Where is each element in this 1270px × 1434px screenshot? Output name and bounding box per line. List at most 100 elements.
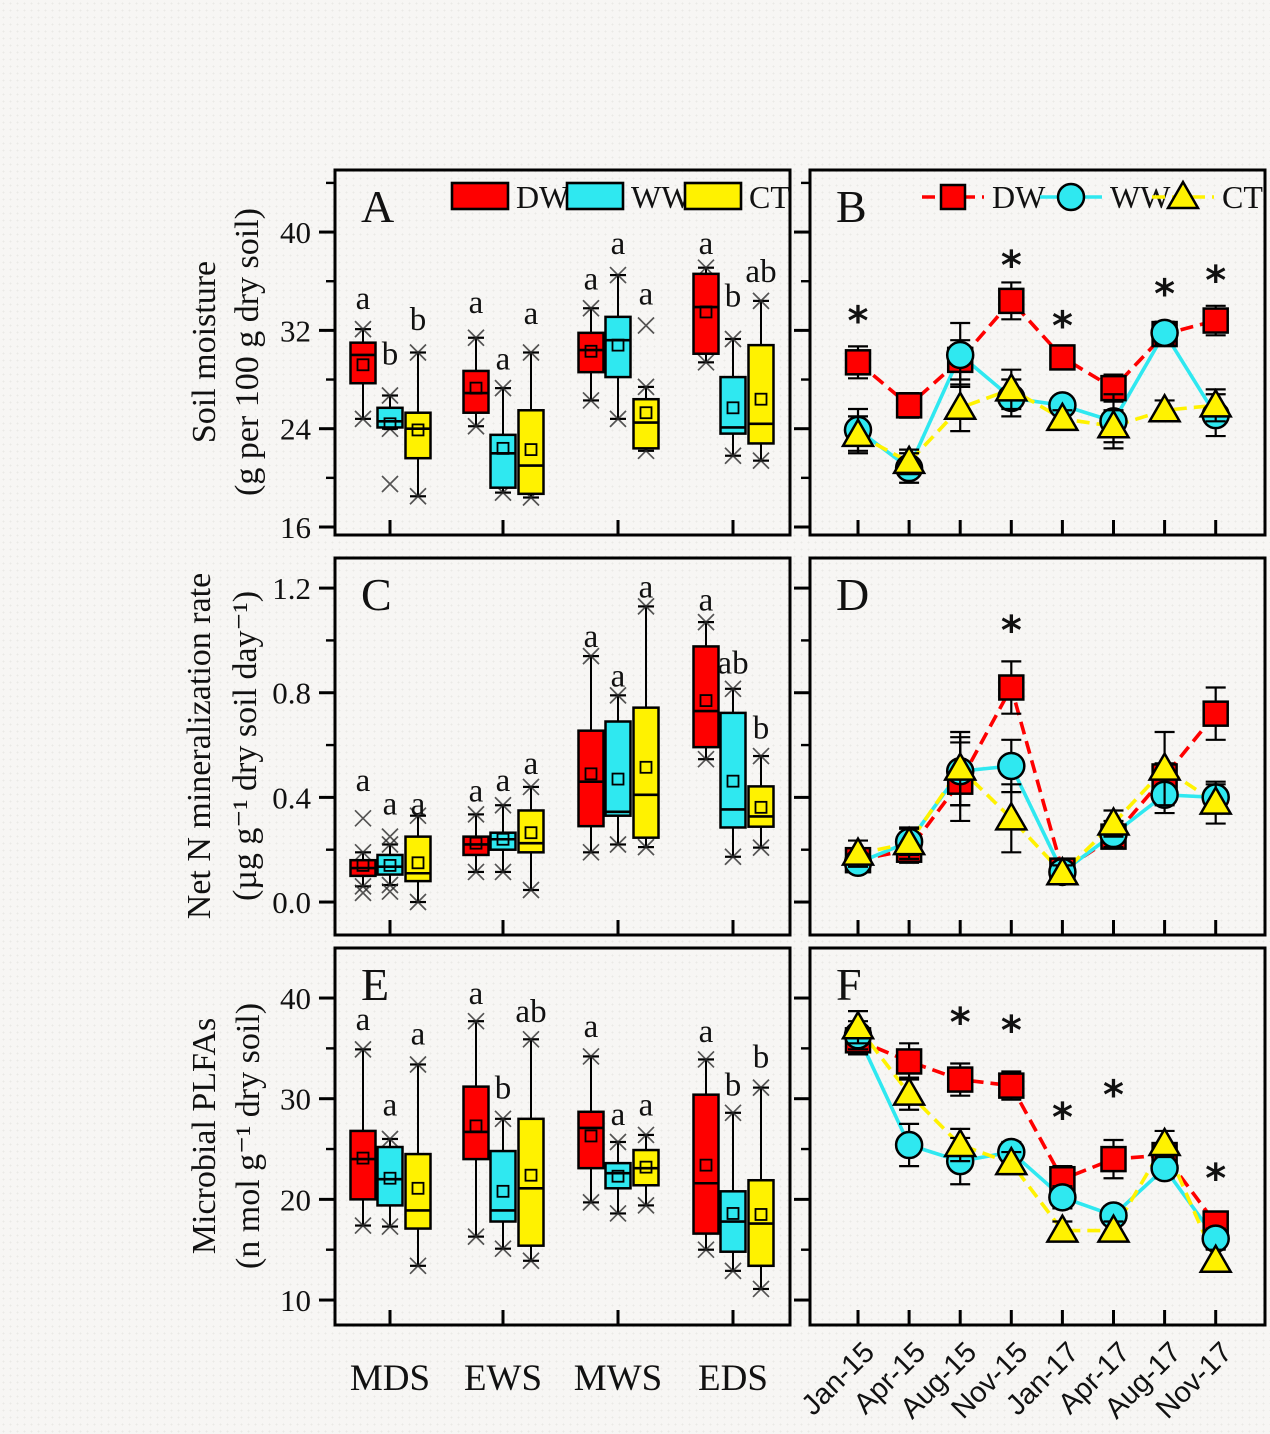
whisker-x-mark bbox=[697, 1241, 715, 1259]
y-axis-title-row3-line2: (n mol g⁻¹ dry soil) bbox=[230, 1002, 267, 1270]
whisker-x-mark bbox=[724, 447, 742, 465]
whisker-x-mark bbox=[752, 747, 770, 765]
triangle-marker-CT bbox=[943, 390, 978, 421]
triangle-marker-CT bbox=[1096, 1213, 1131, 1243]
boxplot-EDS-DW: a bbox=[692, 226, 720, 371]
whisker-x-mark bbox=[467, 863, 485, 881]
mean-marker bbox=[356, 358, 370, 372]
sig-letter: a bbox=[639, 276, 654, 312]
whisker-x-mark bbox=[522, 1252, 540, 1270]
mean-marker bbox=[726, 774, 740, 788]
whisker-x-mark bbox=[609, 686, 627, 704]
boxplot-EWS-CT: a bbox=[517, 296, 545, 507]
mean-marker bbox=[524, 1168, 538, 1182]
whisker-x-mark bbox=[354, 410, 372, 428]
sig-letter: a bbox=[699, 1014, 714, 1050]
mean-marker bbox=[469, 1119, 483, 1133]
whisker-x-mark bbox=[697, 353, 715, 371]
whisker-x-mark bbox=[582, 843, 600, 861]
boxplot-EWS-DW: a bbox=[462, 976, 490, 1246]
mean-marker bbox=[726, 401, 740, 415]
panel-letter-C: C bbox=[361, 569, 392, 620]
y-axis-title-row2-line2: (µg g⁻¹ dry soil day⁻¹) bbox=[227, 590, 264, 902]
mean-marker bbox=[611, 772, 625, 786]
y-tick-label: 24 bbox=[280, 412, 312, 447]
boxplot-MWS-CT: a bbox=[632, 1088, 660, 1215]
sig-letter: b bbox=[753, 711, 770, 747]
y-tick-label: 30 bbox=[280, 1082, 311, 1117]
box-iqr bbox=[349, 341, 377, 385]
whisker-x-mark bbox=[609, 1204, 627, 1223]
boxplot-MWS-CT: a bbox=[632, 276, 660, 460]
whisker-x-mark bbox=[752, 292, 770, 310]
significance-star: * bbox=[1205, 1156, 1226, 1202]
y-tick-label: 16 bbox=[280, 510, 311, 545]
circle-marker-WW bbox=[1048, 1183, 1077, 1212]
mean-marker bbox=[469, 381, 483, 395]
box-iqr bbox=[604, 1161, 632, 1190]
mean-marker bbox=[699, 305, 713, 319]
whisker-x-mark bbox=[609, 835, 627, 854]
significance-star: * bbox=[1052, 303, 1073, 349]
triangle-marker-CT bbox=[1198, 387, 1233, 418]
triangle-marker-CT bbox=[943, 751, 978, 781]
triangle-marker-CT bbox=[1147, 1126, 1182, 1157]
x-category-label: MDS bbox=[350, 1358, 430, 1399]
mean-marker bbox=[383, 417, 397, 431]
sig-letter: b bbox=[725, 279, 742, 315]
sig-letter: a bbox=[356, 763, 371, 799]
boxplot-EDS-CT: ab bbox=[745, 254, 777, 470]
square-marker-DW bbox=[1100, 1145, 1127, 1173]
y-tick-label: 0.4 bbox=[272, 780, 311, 815]
boxplot-EDS-DW: a bbox=[692, 583, 720, 768]
whisker-x-mark bbox=[381, 835, 399, 854]
whisker-x-mark bbox=[354, 1040, 372, 1058]
sig-letter: a bbox=[524, 746, 539, 782]
whisker-x-mark bbox=[494, 1240, 512, 1258]
boxplot-MDS-DW: a bbox=[349, 763, 377, 902]
whisker-x-mark bbox=[522, 881, 540, 899]
triangle-marker-CT bbox=[891, 444, 927, 475]
whisker-x-mark bbox=[494, 379, 512, 397]
legend-label-DW: DW bbox=[516, 179, 570, 215]
boxplot-EWS-WW: b bbox=[489, 1071, 517, 1258]
box-group-EDS: abb bbox=[692, 1014, 775, 1298]
legend-marker-CT bbox=[1165, 179, 1201, 210]
whisker-x-mark bbox=[381, 882, 399, 901]
panel-frame bbox=[808, 556, 1267, 937]
boxplot-EDS-WW: b bbox=[719, 279, 747, 465]
box-group-MDS: aaa bbox=[349, 1002, 432, 1275]
sig-letter: ab bbox=[717, 645, 748, 681]
box-iqr bbox=[692, 645, 720, 749]
mean-marker bbox=[411, 1181, 425, 1195]
whisker-x-mark bbox=[637, 1196, 655, 1215]
box-iqr bbox=[404, 1152, 432, 1230]
legend-swatch-CT bbox=[683, 181, 743, 211]
legend-marker-DW bbox=[939, 183, 967, 211]
whisker-x-mark bbox=[381, 1217, 399, 1236]
boxplot-EWS-DW: a bbox=[462, 285, 490, 435]
boxplot-MDS-CT: a bbox=[404, 787, 432, 911]
triangle-marker-CT bbox=[1198, 1243, 1233, 1274]
y-tick-label: 1.2 bbox=[272, 571, 311, 606]
box-iqr bbox=[692, 1093, 720, 1235]
boxplot-MWS-DW: a bbox=[577, 262, 605, 410]
whisker-x-mark bbox=[582, 1047, 600, 1066]
sig-letter: b bbox=[725, 1068, 742, 1104]
sig-letter: a bbox=[584, 1009, 599, 1045]
legend-swatch-WW bbox=[565, 181, 625, 211]
whisker-x-mark bbox=[609, 410, 627, 428]
sig-letter: a bbox=[356, 1002, 371, 1038]
boxplot-EDS-WW: b bbox=[719, 1068, 747, 1280]
panel-B: B * * * * * DW WW CT bbox=[794, 168, 1267, 537]
square-marker-DW bbox=[998, 674, 1025, 701]
box-iqr bbox=[517, 1117, 545, 1247]
box-iqr bbox=[489, 831, 517, 851]
panel-letter-B: B bbox=[836, 181, 867, 232]
sig-letter: a bbox=[699, 583, 714, 619]
